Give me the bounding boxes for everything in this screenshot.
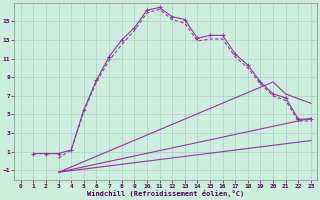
X-axis label: Windchill (Refroidissement éolien,°C): Windchill (Refroidissement éolien,°C) (87, 190, 244, 197)
